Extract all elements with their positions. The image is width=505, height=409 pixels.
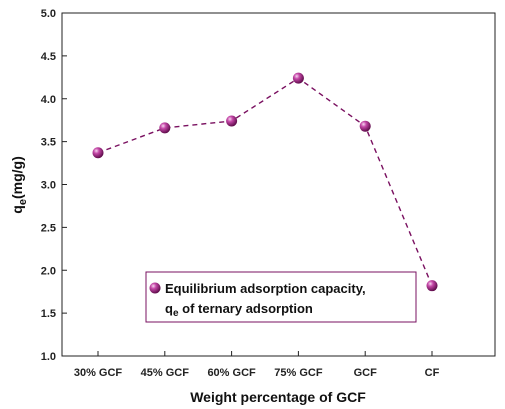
y-axis-title: qe(mg/g) — [9, 156, 29, 213]
x-tick-label: CF — [425, 367, 440, 379]
y-axis-title-main: q — [9, 205, 25, 214]
legend-rest: of ternary adsorption — [179, 301, 313, 316]
data-point — [159, 122, 171, 134]
legend-e-sub: e — [173, 308, 179, 319]
data-point — [359, 120, 371, 132]
y-axis-title-sub: e — [17, 199, 29, 205]
data-point — [226, 115, 238, 127]
x-tick-label: 30% GCF — [74, 367, 123, 379]
data-points — [92, 72, 438, 292]
legend: Equilibrium adsorption capacity, qe of t… — [145, 271, 417, 323]
y-tick-label: 1.5 — [41, 308, 56, 320]
data-point — [292, 72, 304, 84]
data-point — [426, 280, 438, 292]
y-tick-label: 1.0 — [41, 351, 56, 363]
x-tick-label: 75% GCF — [274, 367, 323, 379]
series-line — [97, 77, 433, 286]
y-axis-title-unit: (mg/g) — [9, 156, 25, 199]
y-tick-label: 2.5 — [41, 222, 56, 234]
y-tick-label: 3.5 — [41, 137, 56, 149]
y-axis-ticks: 1.0 1.5 2.0 2.5 3.0 3.5 4.0 4.5 5.0 — [41, 8, 67, 363]
y-tick-label: 4.5 — [41, 51, 56, 63]
y-tick-label: 3.0 — [41, 180, 56, 192]
y-tick-label: 4.0 — [41, 94, 56, 106]
x-tick-label: 45% GCF — [141, 367, 190, 379]
x-tick-label: GCF — [354, 367, 378, 379]
x-tick-label: 60% GCF — [207, 367, 256, 379]
legend-box — [145, 271, 417, 323]
legend-marker — [149, 282, 161, 294]
legend-line-1: Equilibrium adsorption capacity, — [165, 281, 366, 296]
data-point — [92, 147, 104, 159]
y-tick-label: 5.0 — [41, 8, 56, 20]
legend-line-2: qe of ternary adsorption — [165, 301, 313, 319]
x-axis-ticks: 30% GCF 45% GCF 60% GCF 75% GCF GCF CF — [74, 351, 440, 379]
y-tick-label: 2.0 — [41, 265, 56, 277]
legend-q: q — [165, 301, 173, 316]
x-axis-title: Weight percentage of GCF — [190, 389, 366, 405]
